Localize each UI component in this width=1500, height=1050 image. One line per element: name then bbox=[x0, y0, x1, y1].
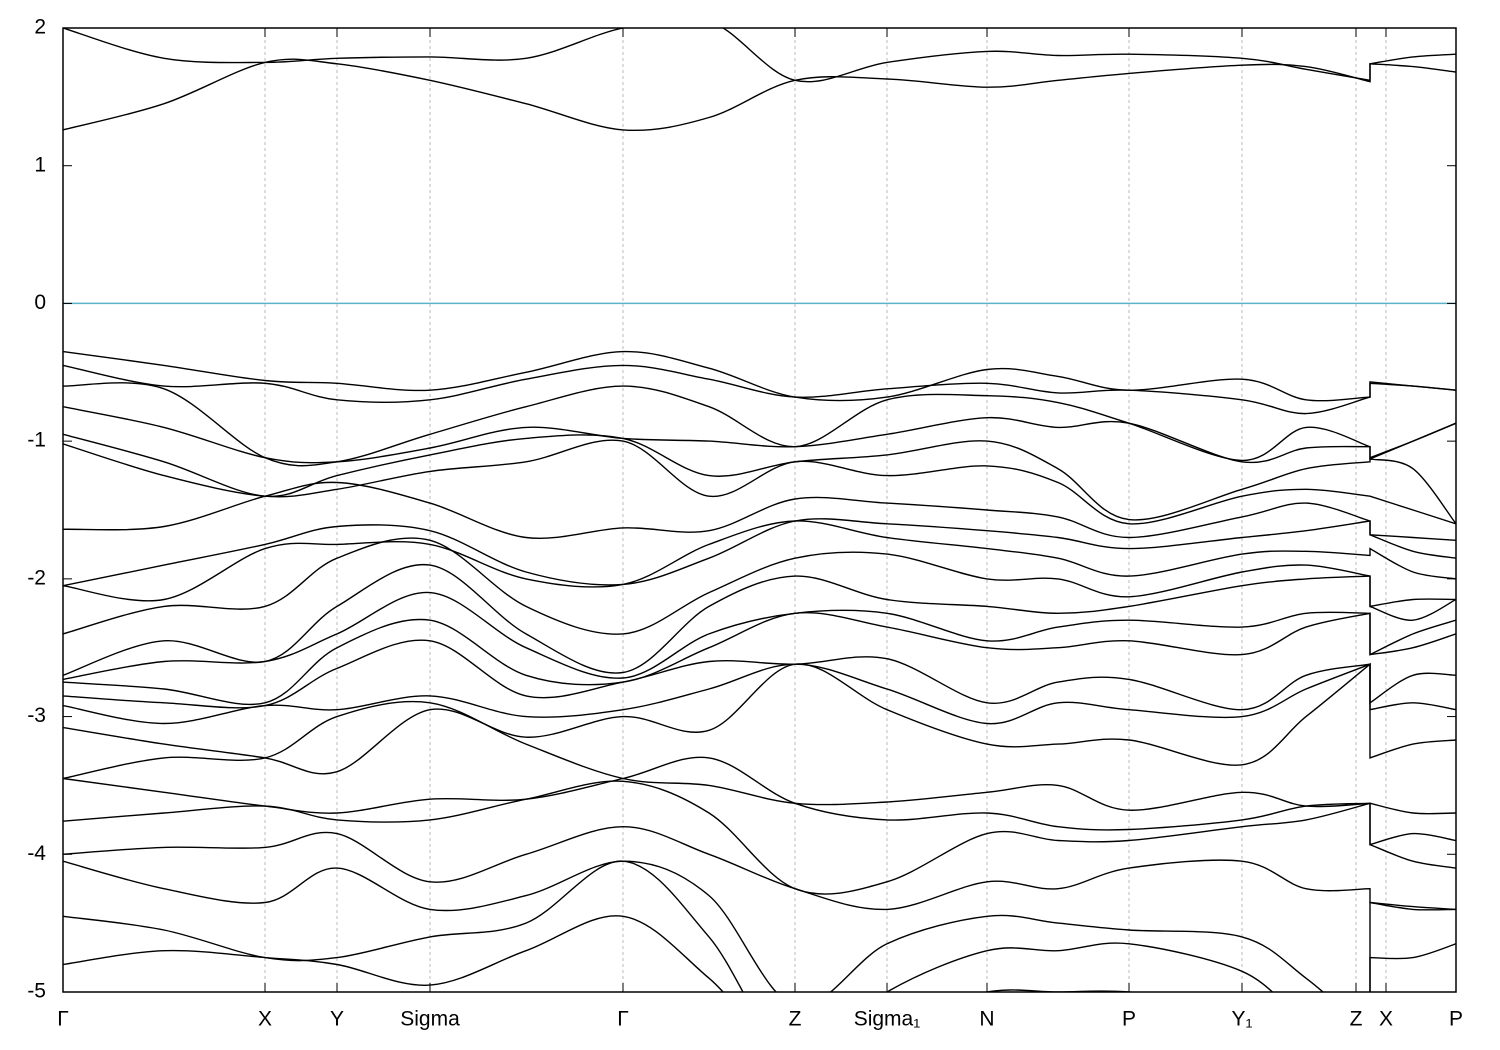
band-line bbox=[63, 700, 1456, 815]
band-line bbox=[63, 915, 1139, 992]
band-line bbox=[63, 860, 1456, 992]
band-line bbox=[63, 520, 1456, 602]
band-line bbox=[63, 433, 1456, 525]
band-line bbox=[63, 28, 1456, 83]
grid bbox=[62, 28, 1457, 992]
x-tick-label: N bbox=[979, 1008, 994, 1031]
band-line bbox=[63, 780, 1456, 895]
y-tick-label: 0 bbox=[34, 291, 46, 314]
x-tick-label: X bbox=[258, 1008, 272, 1031]
y-tick-label: -2 bbox=[27, 566, 46, 589]
y-tick-label: 1 bbox=[34, 153, 46, 176]
x-tick-label: Z bbox=[789, 1008, 802, 1031]
x-tick-label: Y bbox=[330, 1008, 344, 1031]
band-line bbox=[63, 825, 1456, 911]
band-line bbox=[63, 382, 1456, 467]
band-line bbox=[63, 364, 1456, 415]
x-tick-label: Γ bbox=[617, 1008, 629, 1031]
x-tick-label: P bbox=[1122, 1008, 1136, 1031]
band-line bbox=[63, 58, 1456, 132]
x-tick-label: X bbox=[1379, 1008, 1393, 1031]
band-line bbox=[63, 756, 1456, 846]
plot-frame bbox=[62, 27, 1457, 993]
y-tick-label: -3 bbox=[27, 704, 46, 727]
bands bbox=[63, 28, 1456, 992]
band-line bbox=[63, 860, 1456, 992]
y-tick-label: -5 bbox=[27, 980, 46, 1003]
band-line bbox=[63, 611, 1456, 706]
x-tick-label: Sigma₁ bbox=[854, 1008, 921, 1031]
x-tick-label: P bbox=[1449, 1008, 1463, 1031]
band-line bbox=[63, 591, 1456, 681]
y-tick-label: 2 bbox=[34, 16, 46, 39]
band-line bbox=[63, 350, 1456, 402]
y-tick-label: -1 bbox=[27, 429, 46, 452]
x-tick-label: Z bbox=[1350, 1008, 1363, 1031]
band-line bbox=[63, 662, 1456, 775]
band-line bbox=[63, 537, 1456, 635]
band-line bbox=[63, 518, 1456, 587]
band-line bbox=[63, 481, 1456, 541]
band-line bbox=[63, 406, 1456, 464]
x-tick-label: Γ bbox=[57, 1008, 69, 1031]
band-line bbox=[63, 439, 1456, 525]
x-tick-label: Y₁ bbox=[1231, 1008, 1252, 1031]
x-tick-label: Sigma bbox=[400, 1008, 460, 1031]
band-line bbox=[63, 663, 1456, 725]
y-tick-label: -4 bbox=[27, 842, 46, 865]
band-line bbox=[63, 639, 1456, 711]
band-line bbox=[63, 563, 1456, 676]
